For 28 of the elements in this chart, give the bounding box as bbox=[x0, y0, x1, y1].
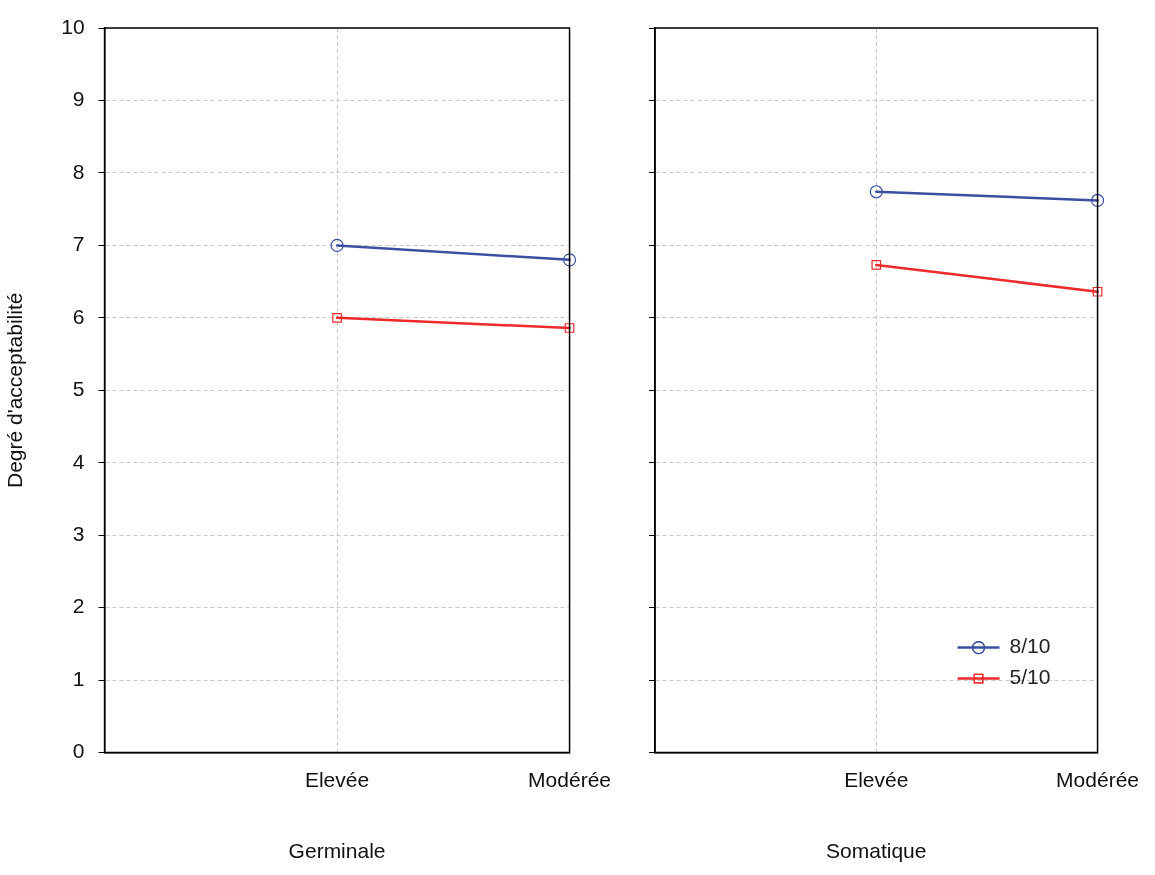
y-tick-label: 0 bbox=[72, 739, 85, 763]
point bbox=[1090, 193, 1105, 208]
y-tick-label: 10 bbox=[61, 14, 85, 38]
x-axis-title: Somatique bbox=[826, 839, 927, 863]
y-tick-label: 2 bbox=[72, 594, 85, 618]
point bbox=[330, 238, 344, 252]
y-tick-label: 6 bbox=[72, 304, 85, 328]
y-tick-label: 4 bbox=[72, 449, 85, 473]
point bbox=[332, 313, 342, 323]
x-tick-label: Modérée bbox=[528, 768, 611, 791]
y-tick-label: 7 bbox=[72, 232, 85, 256]
point bbox=[564, 323, 575, 333]
point bbox=[562, 253, 577, 267]
y-tick-label: 3 bbox=[72, 522, 85, 546]
point bbox=[1092, 286, 1103, 297]
y-tick-label: 9 bbox=[72, 87, 85, 111]
point bbox=[871, 260, 882, 270]
legend-label: 8/10 bbox=[1009, 634, 1051, 658]
y-tick-label: 5 bbox=[72, 377, 85, 401]
x-axis-title: Germinale bbox=[288, 839, 386, 863]
x-tick-label: Elevée bbox=[304, 768, 370, 791]
x-tick-label: Elevée bbox=[844, 768, 909, 791]
point bbox=[869, 185, 883, 199]
legend-label: 5/10 bbox=[1009, 665, 1051, 689]
x-tick-label: Modérée bbox=[1056, 768, 1139, 791]
y-axis-title: Degré d'acceptabilité bbox=[3, 292, 27, 489]
y-tick-label: 1 bbox=[72, 666, 85, 690]
y-tick-label: 8 bbox=[72, 159, 85, 183]
